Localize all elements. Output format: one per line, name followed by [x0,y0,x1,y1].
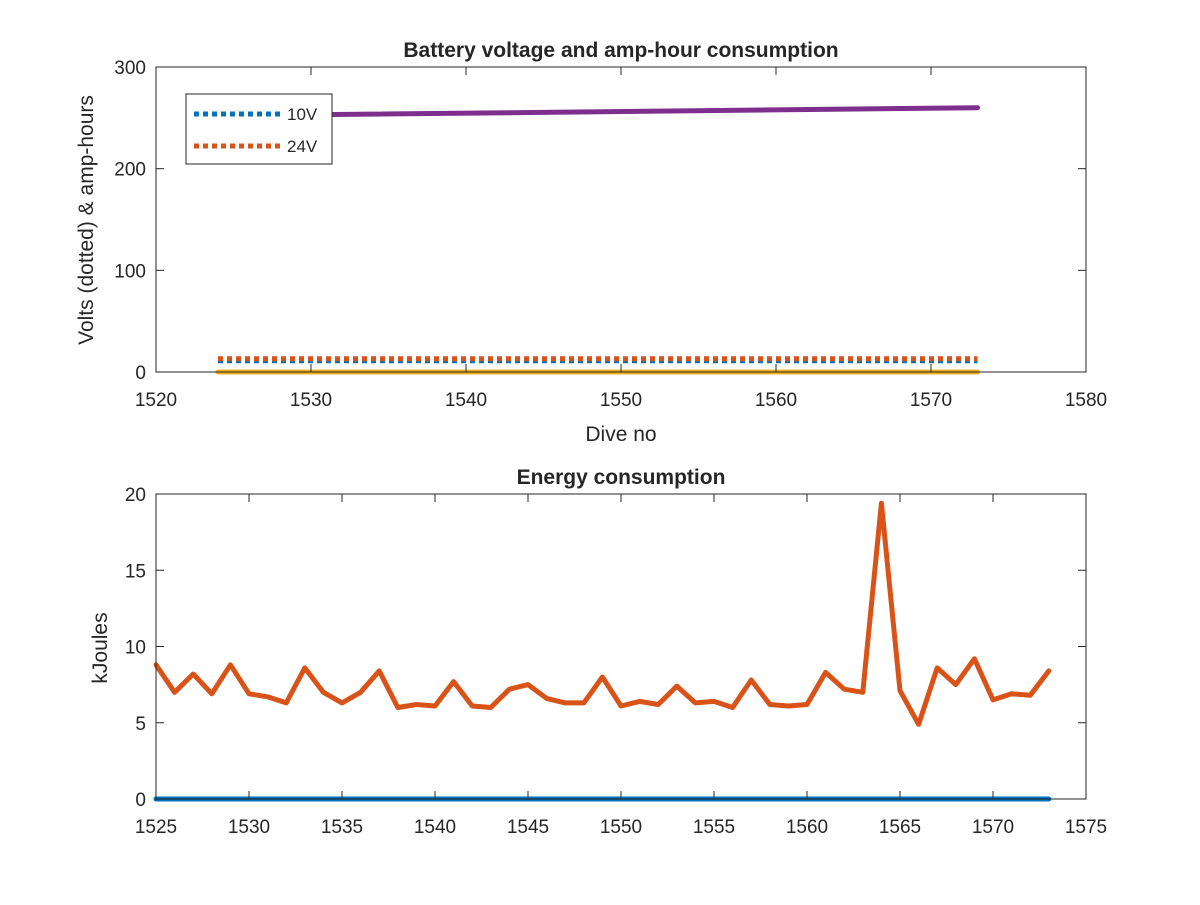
energy-x-tick-label: 1550 [600,817,642,838]
battery-y-tick-label: 0 [135,363,146,384]
battery-chart-ylabel: Volts (dotted) & amp-hours [75,95,98,345]
energy-x-tick-label: 1560 [786,817,828,838]
energy-series-2-line [153,500,1052,727]
legend-label-24v: 24V [287,137,318,156]
energy-x-tick-label: 1540 [414,817,456,838]
legend-label-10v: 10V [287,105,318,124]
battery-x-tick-label: 1560 [755,390,797,411]
battery-y-tick-label: 200 [114,160,146,181]
energy-y-tick-label: 15 [125,561,146,582]
battery-chart-ticks: 1520 1530 1540 1550 1560 1570 1580 0 100 200 300 [114,58,1107,411]
battery-chart-xlabel: Dive no [585,423,656,446]
energy-x-tick-label: 1575 [1065,817,1107,838]
battery-x-tick-label: 1550 [600,390,642,411]
energy-x-tick-label: 1535 [321,817,363,838]
energy-x-tick-label: 1545 [507,817,549,838]
energy-x-tick-label: 1530 [228,817,270,838]
energy-chart-ylabel: kJoules [89,612,112,683]
battery-x-tick-label: 1540 [445,390,487,411]
battery-chart-title: Battery voltage and amp-hour consumption [403,39,838,62]
battery-y-tick-label: 100 [114,261,146,282]
energy-y-tick-label: 10 [125,638,146,659]
energy-x-tick-label: 1555 [693,817,735,838]
energy-y-tick-label: 5 [135,714,146,735]
battery-x-tick-label: 1580 [1065,390,1107,411]
battery-y-tick-label: 300 [114,58,146,79]
battery-x-tick-label: 1520 [135,390,177,411]
legend-box [185,93,333,165]
battery-x-tick-label: 1530 [290,390,332,411]
energy-x-tick-label: 1525 [135,817,177,838]
battery-series-4-line [215,105,980,119]
energy-chart-title: Energy consumption [517,466,726,489]
energy-y-tick-label: 0 [135,790,146,811]
battery-x-tick-label: 1570 [910,390,952,411]
energy-x-tick-label: 1570 [972,817,1014,838]
energy-x-tick-label: 1565 [879,817,921,838]
energy-chart-ticks: 1525 1530 1535 1540 1545 1550 1555 1560 1565 1570… [125,485,1107,838]
energy-chart: Energy consumption kJoules 1525 1530 1535 1… [89,466,1107,838]
battery-chart: Battery voltage and amp-hour consumption… [75,39,1107,446]
energy-y-tick-label: 20 [125,485,146,506]
battery-chart-legend: 10V 24V [185,93,333,165]
